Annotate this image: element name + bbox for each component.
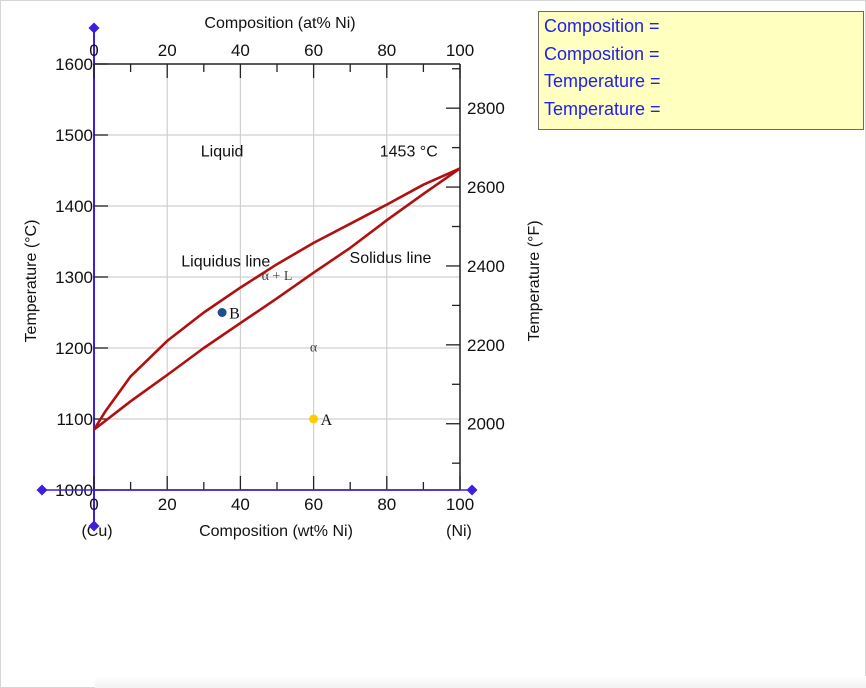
readout-temperature-c: Temperature = bbox=[544, 71, 661, 92]
y-tick-label-1600: 1600 bbox=[55, 55, 93, 74]
x2-axis-label: Composition (at% Ni) bbox=[204, 15, 355, 32]
x2-tick-label-100: 100 bbox=[446, 41, 474, 60]
bottom-strip bbox=[95, 676, 866, 688]
y2-tick-label-2600: 2600 bbox=[467, 178, 505, 197]
readout-composition-wt: Composition = bbox=[544, 16, 660, 36]
y2-axis-label: Temperature (°F) bbox=[526, 220, 543, 341]
point-label-A: A bbox=[321, 412, 333, 429]
y2-tick-label-2800: 2800 bbox=[467, 99, 505, 118]
handle-diamond-icon-0[interactable] bbox=[88, 22, 100, 34]
y-tick-label-1200: 1200 bbox=[55, 339, 93, 358]
x-tick-label-20: 20 bbox=[158, 495, 177, 514]
point-A bbox=[309, 414, 319, 424]
readout-temperature-f: Temperature = bbox=[544, 98, 661, 119]
y-tick-label-1300: 1300 bbox=[55, 268, 93, 287]
x-axis-label: Composition (wt% Ni) bbox=[199, 523, 353, 540]
x-tick-label-100: 100 bbox=[446, 495, 474, 514]
x-tick-label-0: 0 bbox=[89, 495, 98, 514]
annotation-4: α + L bbox=[262, 269, 293, 284]
x2-tick-label-40: 40 bbox=[231, 41, 250, 60]
x2-tick-label-80: 80 bbox=[377, 41, 396, 60]
x-tick-label-60: 60 bbox=[304, 495, 323, 514]
y-tick-label-1400: 1400 bbox=[55, 197, 93, 216]
y2-tick-label-2400: 2400 bbox=[467, 257, 505, 276]
phase-curves bbox=[92, 167, 461, 431]
y-tick-label-1500: 1500 bbox=[55, 126, 93, 145]
y-axis-label: Temperature (°C) bbox=[23, 220, 40, 343]
x2-tick-label-0: 0 bbox=[89, 41, 98, 60]
y2-tick-label-2000: 2000 bbox=[467, 415, 505, 434]
region-labels: Liquid 1453 °C Liquidus line Solidus line α … bbox=[181, 143, 437, 355]
readout-panel: Composition = Composition = Temperature … bbox=[538, 11, 864, 130]
annotation-1: 1453 °C bbox=[380, 143, 438, 160]
axes: Composition (at% Ni) Composition (wt% Ni… bbox=[23, 15, 543, 540]
drag-handles[interactable] bbox=[36, 22, 478, 532]
readout-composition-at: Composition = bbox=[544, 43, 660, 64]
point-label-B: B bbox=[229, 306, 240, 323]
x2-tick-label-20: 20 bbox=[158, 41, 177, 60]
annotation-2: Liquidus line bbox=[181, 253, 270, 270]
sample-points: AB bbox=[217, 306, 333, 429]
x-tick-label-80: 80 bbox=[377, 495, 396, 514]
annotation-0: Liquid bbox=[201, 143, 244, 160]
annotation-5: α bbox=[310, 341, 318, 356]
series-1-curve bbox=[93, 167, 461, 431]
y2-tick-label-2200: 2200 bbox=[467, 336, 505, 355]
handle-diamond-icon-1[interactable] bbox=[88, 520, 100, 532]
x-end-label-cu: (Cu) bbox=[81, 523, 112, 540]
x-end-label-ni: (Ni) bbox=[446, 523, 472, 540]
x-tick-label-40: 40 bbox=[231, 495, 250, 514]
x2-tick-label-60: 60 bbox=[304, 41, 323, 60]
annotation-3: Solidus line bbox=[350, 250, 432, 267]
grid-lines bbox=[94, 64, 460, 490]
point-B bbox=[217, 308, 227, 317]
y-tick-label-1100: 1100 bbox=[56, 410, 93, 429]
series-0-curve bbox=[92, 167, 461, 431]
